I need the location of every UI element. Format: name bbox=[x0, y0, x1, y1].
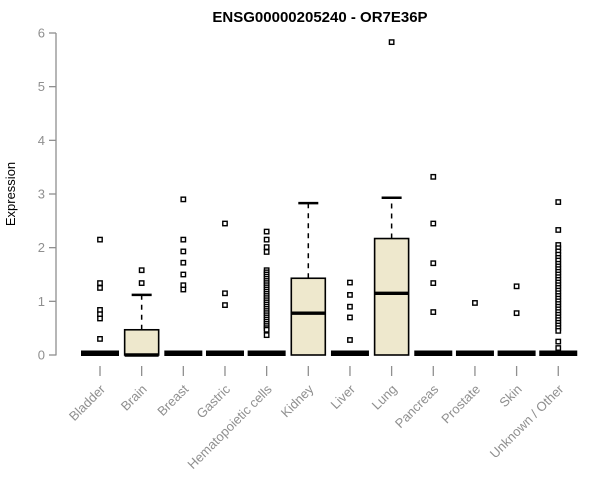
outlier-point bbox=[263, 249, 270, 255]
outlier-point bbox=[263, 236, 270, 243]
x-category-label: Prostate bbox=[438, 382, 483, 427]
x-category-label: Gastric bbox=[193, 381, 233, 421]
outlier-point bbox=[430, 220, 437, 227]
box-unknown-other bbox=[539, 199, 578, 356]
collapsed-box-bar bbox=[539, 350, 578, 356]
box-kidney bbox=[290, 201, 327, 356]
outlier-point bbox=[97, 280, 103, 286]
x-category-label: Kidney bbox=[278, 381, 317, 420]
outlier-point bbox=[222, 302, 228, 308]
outlier-point bbox=[97, 285, 103, 291]
box-hematopoietic-cells bbox=[247, 228, 286, 356]
y-tick-label: 6 bbox=[38, 26, 45, 41]
y-tick-label: 3 bbox=[38, 187, 45, 202]
box-skin bbox=[497, 283, 536, 356]
outlier-point bbox=[555, 338, 562, 345]
outlier-point bbox=[180, 259, 187, 266]
outlier-point bbox=[138, 280, 145, 286]
outlier-point bbox=[263, 244, 270, 251]
y-tick-label: 4 bbox=[38, 133, 45, 148]
chart-title: ENSG00000205240 - OR7E36P bbox=[212, 9, 427, 26]
box-gastric bbox=[205, 220, 244, 356]
x-category-label: Brain bbox=[118, 382, 150, 414]
outlier-point bbox=[430, 173, 437, 180]
y-tick-label: 2 bbox=[38, 240, 45, 255]
outlier-point bbox=[430, 260, 437, 267]
x-category-label: Pancreas bbox=[392, 381, 442, 431]
outlier-point bbox=[97, 236, 103, 243]
box-rect bbox=[373, 237, 410, 356]
box-lung bbox=[373, 39, 410, 356]
outlier-point bbox=[347, 303, 353, 310]
y-tick-label: 1 bbox=[38, 294, 45, 309]
outlier-point bbox=[180, 286, 187, 293]
box-prostate bbox=[455, 300, 494, 356]
y-axis-title: Expression bbox=[3, 162, 18, 226]
outlier-point bbox=[138, 267, 145, 274]
x-category-label: Lung bbox=[369, 382, 400, 413]
outlier-point bbox=[180, 271, 187, 278]
collapsed-box-bar bbox=[414, 350, 453, 356]
box-liver bbox=[330, 279, 369, 356]
outlier-point bbox=[347, 279, 353, 286]
outlier-point bbox=[263, 326, 270, 333]
x-category-label: Bladder bbox=[66, 381, 109, 424]
box-breast bbox=[164, 196, 203, 356]
plot-area bbox=[81, 39, 578, 357]
outlier-point bbox=[555, 199, 562, 205]
outlier-point bbox=[472, 300, 478, 306]
collapsed-box-bar bbox=[164, 350, 203, 356]
y-tick-label: 5 bbox=[38, 79, 45, 94]
box-rect bbox=[290, 277, 327, 356]
outlier-point bbox=[347, 337, 353, 343]
collapsed-box-bar bbox=[330, 350, 369, 356]
outlier-point bbox=[263, 332, 270, 339]
outlier-point bbox=[180, 196, 187, 203]
collapsed-box-bar bbox=[205, 350, 244, 356]
x-category-label: Skin bbox=[496, 382, 524, 410]
outlier-point bbox=[513, 283, 520, 290]
outlier-point bbox=[263, 228, 270, 235]
collapsed-box-bar bbox=[247, 350, 286, 356]
outlier-point bbox=[222, 220, 228, 227]
outlier-point bbox=[180, 248, 187, 255]
box-pancreas bbox=[414, 173, 453, 356]
outlier-point bbox=[555, 327, 562, 334]
x-category-label: Unknown / Other bbox=[487, 381, 567, 461]
outlier-point bbox=[180, 236, 187, 243]
box-brain bbox=[123, 267, 160, 357]
outlier-point bbox=[388, 39, 395, 46]
outlier-point bbox=[347, 291, 353, 298]
collapsed-box-bar bbox=[497, 350, 536, 356]
outlier-point bbox=[97, 336, 103, 342]
outlier-point bbox=[555, 345, 562, 351]
outlier-point bbox=[430, 309, 437, 315]
y-tick-label: 0 bbox=[38, 348, 45, 363]
outlier-point bbox=[513, 310, 520, 317]
outlier-point bbox=[430, 280, 437, 286]
x-category-label: Liver bbox=[328, 381, 359, 412]
box-rect bbox=[123, 328, 160, 356]
collapsed-box-bar bbox=[81, 350, 119, 356]
x-category-label: Breast bbox=[154, 381, 191, 418]
outlier-point bbox=[347, 314, 353, 321]
outlier-point bbox=[222, 290, 228, 297]
outlier-point bbox=[555, 227, 562, 233]
box-bladder bbox=[81, 236, 119, 356]
outlier-point bbox=[97, 315, 103, 322]
collapsed-box-bar bbox=[455, 350, 494, 356]
